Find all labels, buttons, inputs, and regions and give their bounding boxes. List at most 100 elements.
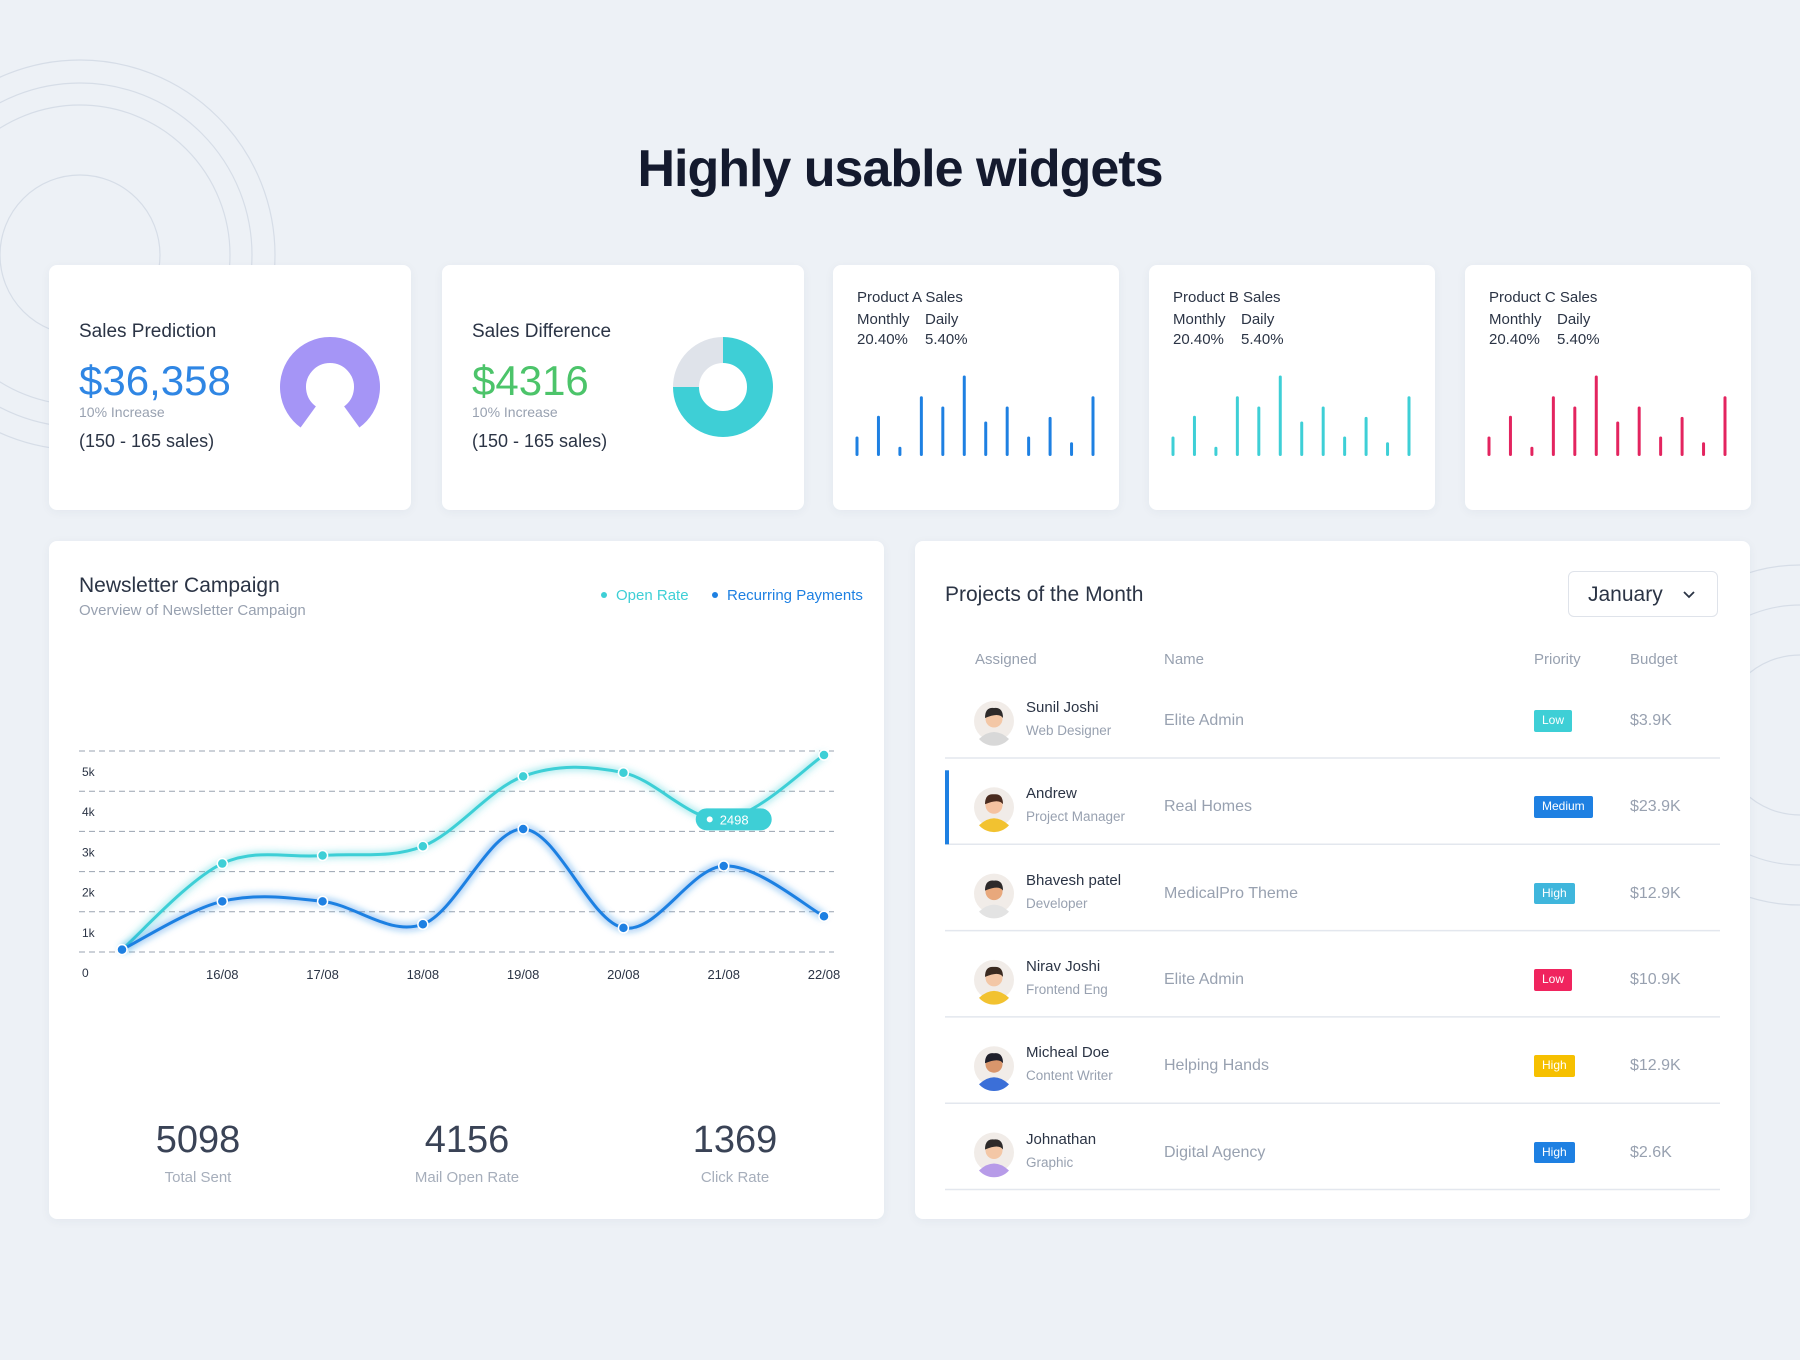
series-point bbox=[316, 895, 329, 908]
metric-value: 5.40% bbox=[1241, 331, 1284, 348]
stat-label: Mail Open Rate bbox=[414, 1169, 520, 1186]
project-name: Elite Admin bbox=[1164, 970, 1245, 988]
y-tick-label: 4k bbox=[82, 805, 96, 819]
bar bbox=[984, 421, 988, 456]
dropdown-value: January bbox=[1588, 583, 1663, 606]
bar bbox=[1192, 415, 1196, 456]
bar bbox=[1214, 446, 1218, 456]
series-point bbox=[216, 857, 229, 870]
column-header: Assigned bbox=[975, 651, 1037, 668]
bar bbox=[1070, 442, 1074, 456]
metric-label: Monthly bbox=[1173, 311, 1226, 328]
assignee-role: Frontend Eng bbox=[1026, 981, 1108, 997]
avatar-body bbox=[979, 818, 1009, 833]
legend-label: Open Rate bbox=[616, 587, 689, 604]
avatar-body bbox=[979, 1163, 1009, 1178]
avatar-body bbox=[979, 904, 1009, 919]
newsletter-card: Newsletter Campaign Overview of Newslette… bbox=[49, 541, 884, 1219]
metric-value: 5.40% bbox=[925, 331, 968, 348]
card-title: Projects of the Month bbox=[945, 583, 1144, 606]
bar bbox=[1573, 406, 1577, 456]
budget: $12.9K bbox=[1630, 884, 1681, 902]
card-subtitle: Overview of Newsletter Campaign bbox=[79, 602, 306, 619]
annotation-pill bbox=[695, 808, 772, 831]
projects-card: Projects of the Month January Assigned Name… bbox=[915, 541, 1750, 1219]
bar bbox=[1702, 442, 1706, 456]
bar bbox=[1530, 446, 1534, 456]
bar bbox=[1027, 436, 1031, 456]
priority-badge: High bbox=[1534, 1141, 1575, 1164]
metric-value: 20.40% bbox=[1489, 331, 1540, 348]
budget: $23.9K bbox=[1630, 798, 1681, 816]
amount: $4316 bbox=[472, 357, 589, 404]
chevron-icon bbox=[1683, 591, 1695, 599]
bar bbox=[1048, 416, 1052, 456]
amount: $36,358 bbox=[79, 357, 231, 404]
card-title: Sales Difference bbox=[472, 321, 612, 342]
legend-dot bbox=[601, 592, 607, 598]
budget: $10.9K bbox=[1630, 970, 1681, 988]
annotation-dot bbox=[706, 816, 713, 823]
bar-chart bbox=[855, 375, 1095, 456]
donut-segment bbox=[673, 337, 724, 388]
bar bbox=[962, 375, 966, 456]
ring-chart bbox=[673, 337, 773, 437]
table-graphics bbox=[945, 701, 1720, 1191]
series-point bbox=[216, 895, 229, 908]
bar-chart bbox=[1487, 375, 1727, 456]
sales-range: (150 - 165 sales) bbox=[472, 431, 608, 451]
priority-badge: Low bbox=[1534, 968, 1573, 991]
avatar-hair bbox=[985, 1053, 1003, 1064]
bar bbox=[1171, 436, 1175, 456]
bar bbox=[1235, 396, 1239, 456]
sales-card: Sales Prediction $36,358 10% Increase (150 … bbox=[49, 265, 411, 510]
series-point bbox=[517, 770, 529, 783]
product-card: Product C Sales Monthly Daily 20.40% 5.40% bbox=[1465, 265, 1751, 510]
assignee-role: Content Writer bbox=[1026, 1068, 1113, 1084]
bar bbox=[1487, 436, 1491, 456]
avatar-body bbox=[979, 732, 1009, 746]
x-tick-label: 22/08 bbox=[808, 967, 841, 982]
bar bbox=[1659, 436, 1663, 456]
bar bbox=[1551, 396, 1555, 456]
card-title: Newsletter Campaign bbox=[79, 574, 280, 597]
series-point bbox=[517, 823, 529, 835]
priority-badge: Low bbox=[1534, 710, 1573, 732]
bar bbox=[898, 446, 902, 456]
bar bbox=[1278, 375, 1282, 456]
month-dropdown[interactable]: January bbox=[1568, 571, 1718, 617]
sales-card: Sales Difference $4316 10% Increase (150 - … bbox=[442, 265, 804, 510]
bar bbox=[1364, 416, 1368, 456]
project-name: Digital Agency bbox=[1164, 1143, 1266, 1161]
series-point bbox=[617, 766, 630, 779]
legend-label: Recurring Payments bbox=[727, 587, 863, 604]
assignee-name: Bhavesh patel bbox=[1026, 871, 1122, 889]
bar bbox=[1594, 375, 1598, 456]
bar-chart bbox=[1171, 375, 1411, 456]
x-tick-label: 16/08 bbox=[206, 967, 239, 982]
line-chart: Open Rate Recurring Payments 0 1k 2k 3k 4k 5k 16… bbox=[79, 587, 863, 982]
avatar-hair bbox=[985, 1139, 1003, 1150]
stat-label: Click Rate bbox=[700, 1169, 770, 1186]
donut-segment bbox=[673, 337, 773, 437]
chevron bbox=[1683, 591, 1695, 599]
y-tick-label: 3k bbox=[82, 845, 96, 859]
avatar-hair bbox=[985, 707, 1003, 718]
assignee-name: Micheal Doe bbox=[1026, 1044, 1110, 1062]
card-title: Product C Sales bbox=[1489, 289, 1598, 306]
metric-value: 20.40% bbox=[857, 331, 908, 348]
series-point bbox=[417, 918, 429, 931]
y-tick-label: 0 bbox=[82, 966, 89, 980]
bar bbox=[941, 406, 945, 456]
bar bbox=[1257, 406, 1261, 456]
y-tick-label: 2k bbox=[82, 886, 96, 900]
metric-label: Daily bbox=[1557, 311, 1591, 328]
metric-label: Monthly bbox=[857, 311, 910, 328]
change-label: 10% Increase bbox=[472, 404, 558, 420]
bar bbox=[1091, 396, 1095, 456]
avatar-hair bbox=[985, 880, 1003, 891]
bar bbox=[876, 415, 880, 456]
stat-value: 4156 bbox=[424, 1119, 510, 1161]
sales-range: (150 - 165 sales) bbox=[79, 431, 215, 451]
column-header: Priority bbox=[1534, 651, 1581, 668]
